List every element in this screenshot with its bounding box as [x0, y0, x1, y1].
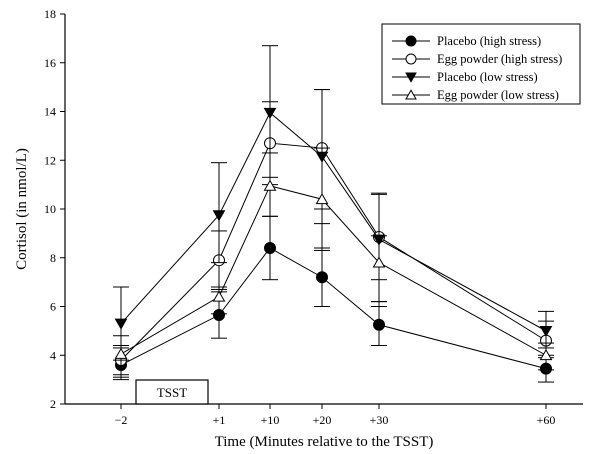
y-tick-label: 6 — [50, 300, 56, 314]
legend-item: Egg powder (high stress) — [392, 52, 562, 66]
series-layer — [113, 45, 554, 383]
data-point — [405, 89, 417, 100]
data-point — [212, 290, 226, 302]
data-point — [405, 35, 417, 47]
series-4 — [113, 147, 554, 376]
data-point — [405, 72, 417, 83]
series-line — [120, 111, 547, 332]
y-tick-label: 8 — [50, 251, 56, 265]
data-point — [114, 347, 128, 359]
series-line — [120, 247, 547, 370]
y-axis-title: Cortisol (in nmol/L) — [14, 148, 30, 270]
series-2 — [113, 89, 554, 378]
x-tick-label: +60 — [537, 413, 556, 427]
data-point — [405, 53, 417, 65]
legend-label: Egg powder (low stress) — [437, 88, 559, 102]
y-tick-label: 16 — [44, 56, 56, 70]
x-tick-label: +20 — [313, 413, 332, 427]
legend-item: Placebo (high stress) — [392, 34, 541, 48]
legend-label: Egg powder (high stress) — [437, 52, 562, 66]
legend-item: Placebo (low stress) — [392, 70, 538, 84]
y-tick-label: 14 — [44, 105, 56, 119]
data-point — [539, 349, 553, 361]
series-line — [120, 185, 547, 356]
data-point — [539, 325, 553, 338]
x-tick-label: +30 — [370, 413, 389, 427]
data-point — [372, 256, 386, 268]
data-point — [263, 107, 277, 119]
x-tick-label: −2 — [115, 413, 128, 427]
data-point — [263, 179, 277, 191]
x-axis-title: Time (Minutes relative to the TSST) — [215, 434, 434, 450]
legend-item: Egg powder (low stress) — [392, 88, 559, 102]
y-tick-label: 10 — [44, 202, 56, 216]
y-tick-label: 18 — [44, 7, 56, 21]
data-point — [373, 318, 385, 331]
legend-label: Placebo (high stress) — [437, 34, 541, 48]
legend-label: Placebo (low stress) — [437, 70, 538, 84]
x-tick-label: +10 — [261, 413, 280, 427]
series-line — [120, 142, 547, 361]
y-tick-label: 4 — [50, 348, 56, 362]
y-tick-label: 12 — [44, 153, 56, 167]
data-point — [212, 210, 226, 222]
data-point — [264, 242, 276, 254]
tsst-annotation: TSST — [135, 379, 209, 405]
data-point — [316, 271, 328, 284]
tsst-label: TSST — [157, 385, 187, 400]
x-tick-label: +1 — [213, 413, 226, 427]
data-point — [315, 193, 329, 205]
legend: Placebo (high stress) Egg powder (high st… — [381, 23, 581, 105]
tsst-box — [135, 379, 209, 405]
data-point — [114, 318, 128, 330]
y-tick-label: 2 — [50, 397, 56, 411]
